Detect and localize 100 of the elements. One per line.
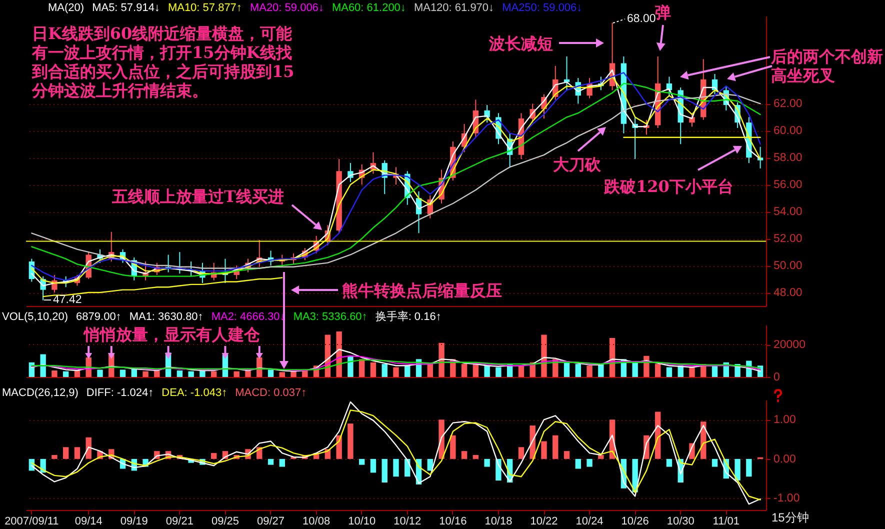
bar	[268, 370, 274, 377]
bar	[496, 367, 502, 377]
bar	[234, 371, 240, 377]
bar	[712, 366, 718, 377]
text: MA10: 57.877↑	[168, 2, 242, 15]
bar	[120, 370, 126, 377]
legend-label: MA20: 59.006↓	[250, 2, 324, 15]
bar	[450, 435, 456, 459]
bar	[142, 371, 148, 377]
bar	[484, 458, 490, 467]
text: MA3: 5336.60↑	[293, 311, 368, 324]
bar	[404, 366, 410, 377]
bar	[336, 435, 342, 459]
x-tick-label: 10/08	[302, 516, 330, 528]
bar	[176, 370, 183, 377]
bar	[348, 424, 354, 459]
y-tick-label: 52.00	[774, 233, 802, 246]
bar	[632, 362, 638, 377]
bar	[336, 332, 342, 377]
bar	[154, 370, 160, 377]
bar	[393, 458, 399, 477]
bar	[268, 458, 274, 465]
x-tick-label: 09/14	[74, 516, 102, 528]
annotation: 波长减短	[489, 34, 553, 53]
x-tick-label: 09/25	[211, 516, 239, 528]
bar	[461, 364, 468, 377]
x-tick-label: 09/27	[257, 516, 285, 528]
bar	[655, 364, 661, 377]
x-tick-label: 10/18	[484, 516, 512, 528]
text: MA1: 3630.80↑	[129, 311, 204, 324]
annotation: 47.42	[53, 293, 82, 307]
bar	[734, 458, 740, 481]
bar	[712, 458, 718, 467]
bar	[427, 364, 433, 377]
bar	[689, 367, 695, 377]
bar	[211, 453, 217, 459]
y-tick-label: 56.00	[774, 179, 802, 192]
bar	[472, 455, 479, 459]
bar	[370, 458, 376, 473]
x-tick-label: 09/21	[166, 516, 194, 528]
y-tick-label: 48.00	[774, 287, 802, 300]
bar	[586, 458, 592, 467]
bar	[382, 458, 388, 482]
x-tick-label: 11/01	[712, 516, 740, 528]
bar	[666, 367, 672, 377]
annotation: 悄悄放量，显示有人建仓	[84, 325, 260, 344]
y-tick-label: 0	[774, 372, 780, 384]
bar	[518, 366, 524, 377]
bar	[598, 364, 604, 377]
bar	[541, 441, 547, 459]
bar	[461, 451, 468, 459]
y-tick-label: 58.00	[774, 152, 802, 164]
bar	[382, 364, 388, 377]
annotation: 68.00	[627, 13, 656, 26]
x-tick-label: 10/30	[666, 516, 694, 528]
legend-title: MACD(26,12,9)	[2, 387, 78, 400]
bar	[200, 370, 206, 377]
bar	[279, 372, 285, 377]
x-tick-label: 10/24	[576, 516, 604, 528]
x-axis-title: 15分钟	[772, 510, 809, 524]
text: DEA: -1.043↑	[162, 387, 228, 400]
bar	[484, 366, 490, 377]
bar	[564, 362, 570, 377]
x-tick-label: 10/26	[621, 516, 649, 528]
y-tick-label: 54.00	[774, 206, 802, 218]
annotation: 大刀砍	[553, 155, 601, 174]
bar	[40, 354, 46, 377]
bar	[63, 371, 69, 377]
bar	[598, 455, 604, 459]
bar	[575, 458, 581, 469]
legend-title: MA(20)	[48, 2, 84, 15]
bar	[393, 367, 399, 377]
y-tick-label: 50.00	[774, 260, 802, 272]
bar	[74, 370, 80, 377]
annotation: 熊牛转换点后缩量反压	[342, 281, 502, 300]
y-tick-label: 0.00	[774, 453, 796, 466]
bar	[518, 447, 524, 459]
text: 6879.00↑	[76, 311, 122, 324]
text: MA120: 61.970↓	[414, 2, 494, 15]
bar	[97, 370, 103, 377]
bar	[52, 370, 58, 377]
y-tick-label: 20000	[774, 339, 806, 351]
y-tick-label: 1.00	[774, 414, 796, 426]
x-tick-label: 10/22	[530, 516, 558, 528]
text: 后的两个不创新高坐死叉	[771, 47, 884, 85]
x-tick-label: 2007/09/11	[4, 516, 59, 528]
x-tick-label: 10/12	[394, 516, 422, 528]
text: MACD: 0.037↑	[235, 387, 307, 400]
bar	[746, 458, 752, 477]
bar	[586, 366, 592, 377]
x-tick-label: 09/19	[120, 516, 148, 528]
annotation: 日K线跌到60线附近缩量横盘，可能有一波上攻行情，打开15分钟K线找到合适的买入点位，之后可持股到15分钟这波上升行情结束。	[32, 24, 296, 100]
annotation: 弹	[655, 3, 671, 22]
annotation: 跌破120下小平台	[604, 177, 734, 196]
bar	[131, 368, 137, 377]
text: DIFF: -1.024↑	[86, 387, 154, 400]
text: MA250: 59.006↓	[502, 2, 582, 15]
annotation: 五线顺上放量过T线买进	[112, 187, 284, 206]
y-tick-label: 62.00	[774, 98, 802, 110]
text: MA60: 61.200↓	[332, 2, 406, 15]
